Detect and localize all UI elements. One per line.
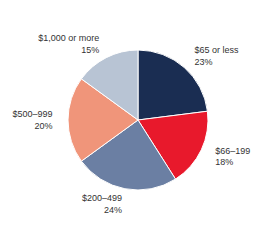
- slice-label: $65 or less 23%: [194, 45, 239, 67]
- slice-label: $500–999 20%: [13, 109, 53, 131]
- value-label: 23%: [194, 57, 212, 67]
- category-label: $66–199: [215, 146, 250, 156]
- chart: $65 or less 23% $66–19918% $200–499 24% $500–…: [0, 0, 276, 241]
- value-label: 20%: [35, 121, 53, 131]
- category-label: $1,000 or more: [38, 33, 99, 43]
- value-label: 18%: [215, 157, 233, 167]
- pie-slice: [81, 50, 138, 120]
- category-label: $200–499: [82, 193, 122, 203]
- value-label: 24%: [104, 205, 122, 215]
- slice-label: $66–19918%: [215, 146, 250, 168]
- slice-label: $200–499 24%: [82, 193, 122, 215]
- value-label: 15%: [81, 45, 99, 55]
- slice-label: $1,000 or more 15%: [38, 33, 99, 55]
- category-label: $65 or less: [194, 45, 239, 55]
- category-label: $500–999: [13, 109, 53, 119]
- labels: $65 or less 23% $66–19918% $200–499 24% $500–…: [13, 33, 251, 215]
- pie: [68, 50, 208, 190]
